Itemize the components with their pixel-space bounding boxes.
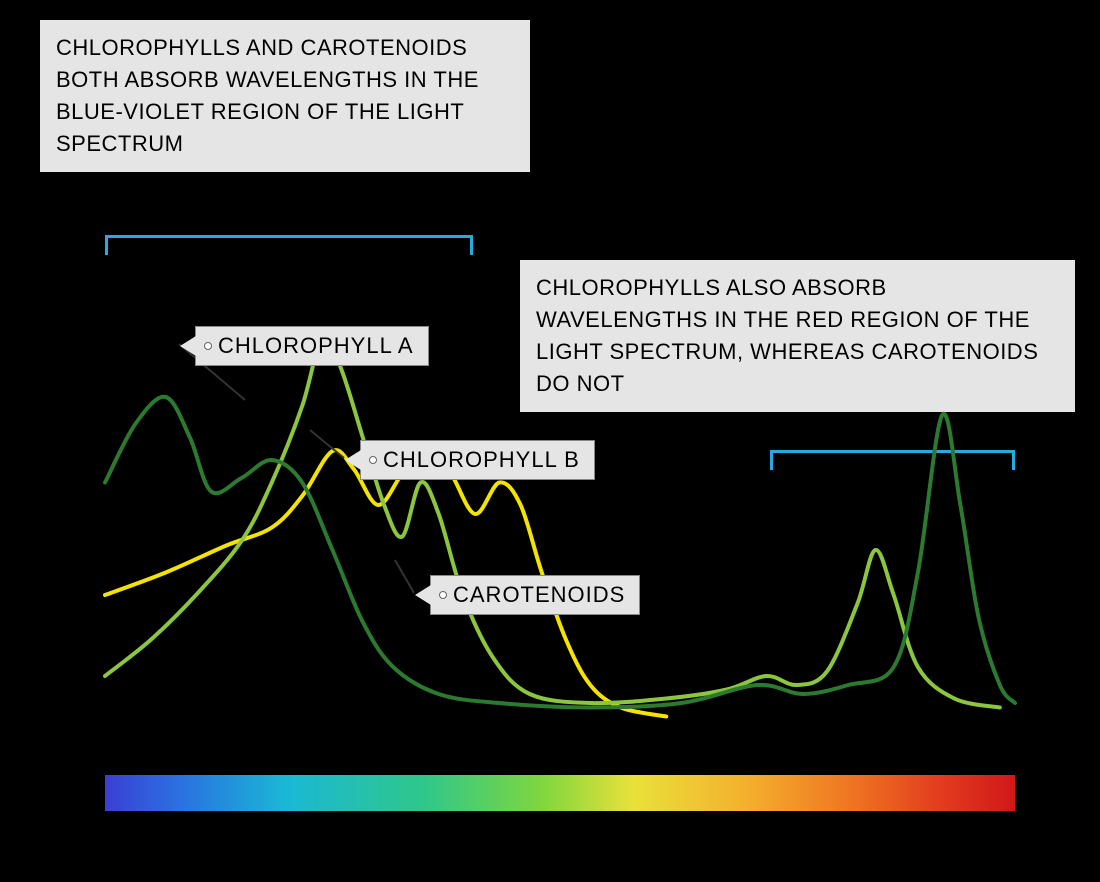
visible-spectrum-bar: [105, 775, 1015, 811]
label-chlorophyll-a: CHLOROPHYLL A: [195, 326, 429, 366]
leader-line: [395, 560, 414, 593]
label-carotenoids: CAROTENOIDS: [430, 575, 640, 615]
label-chlorophyll-b: CHLOROPHYLL B: [360, 440, 595, 480]
series-chlorophyll_b: [105, 333, 1000, 707]
